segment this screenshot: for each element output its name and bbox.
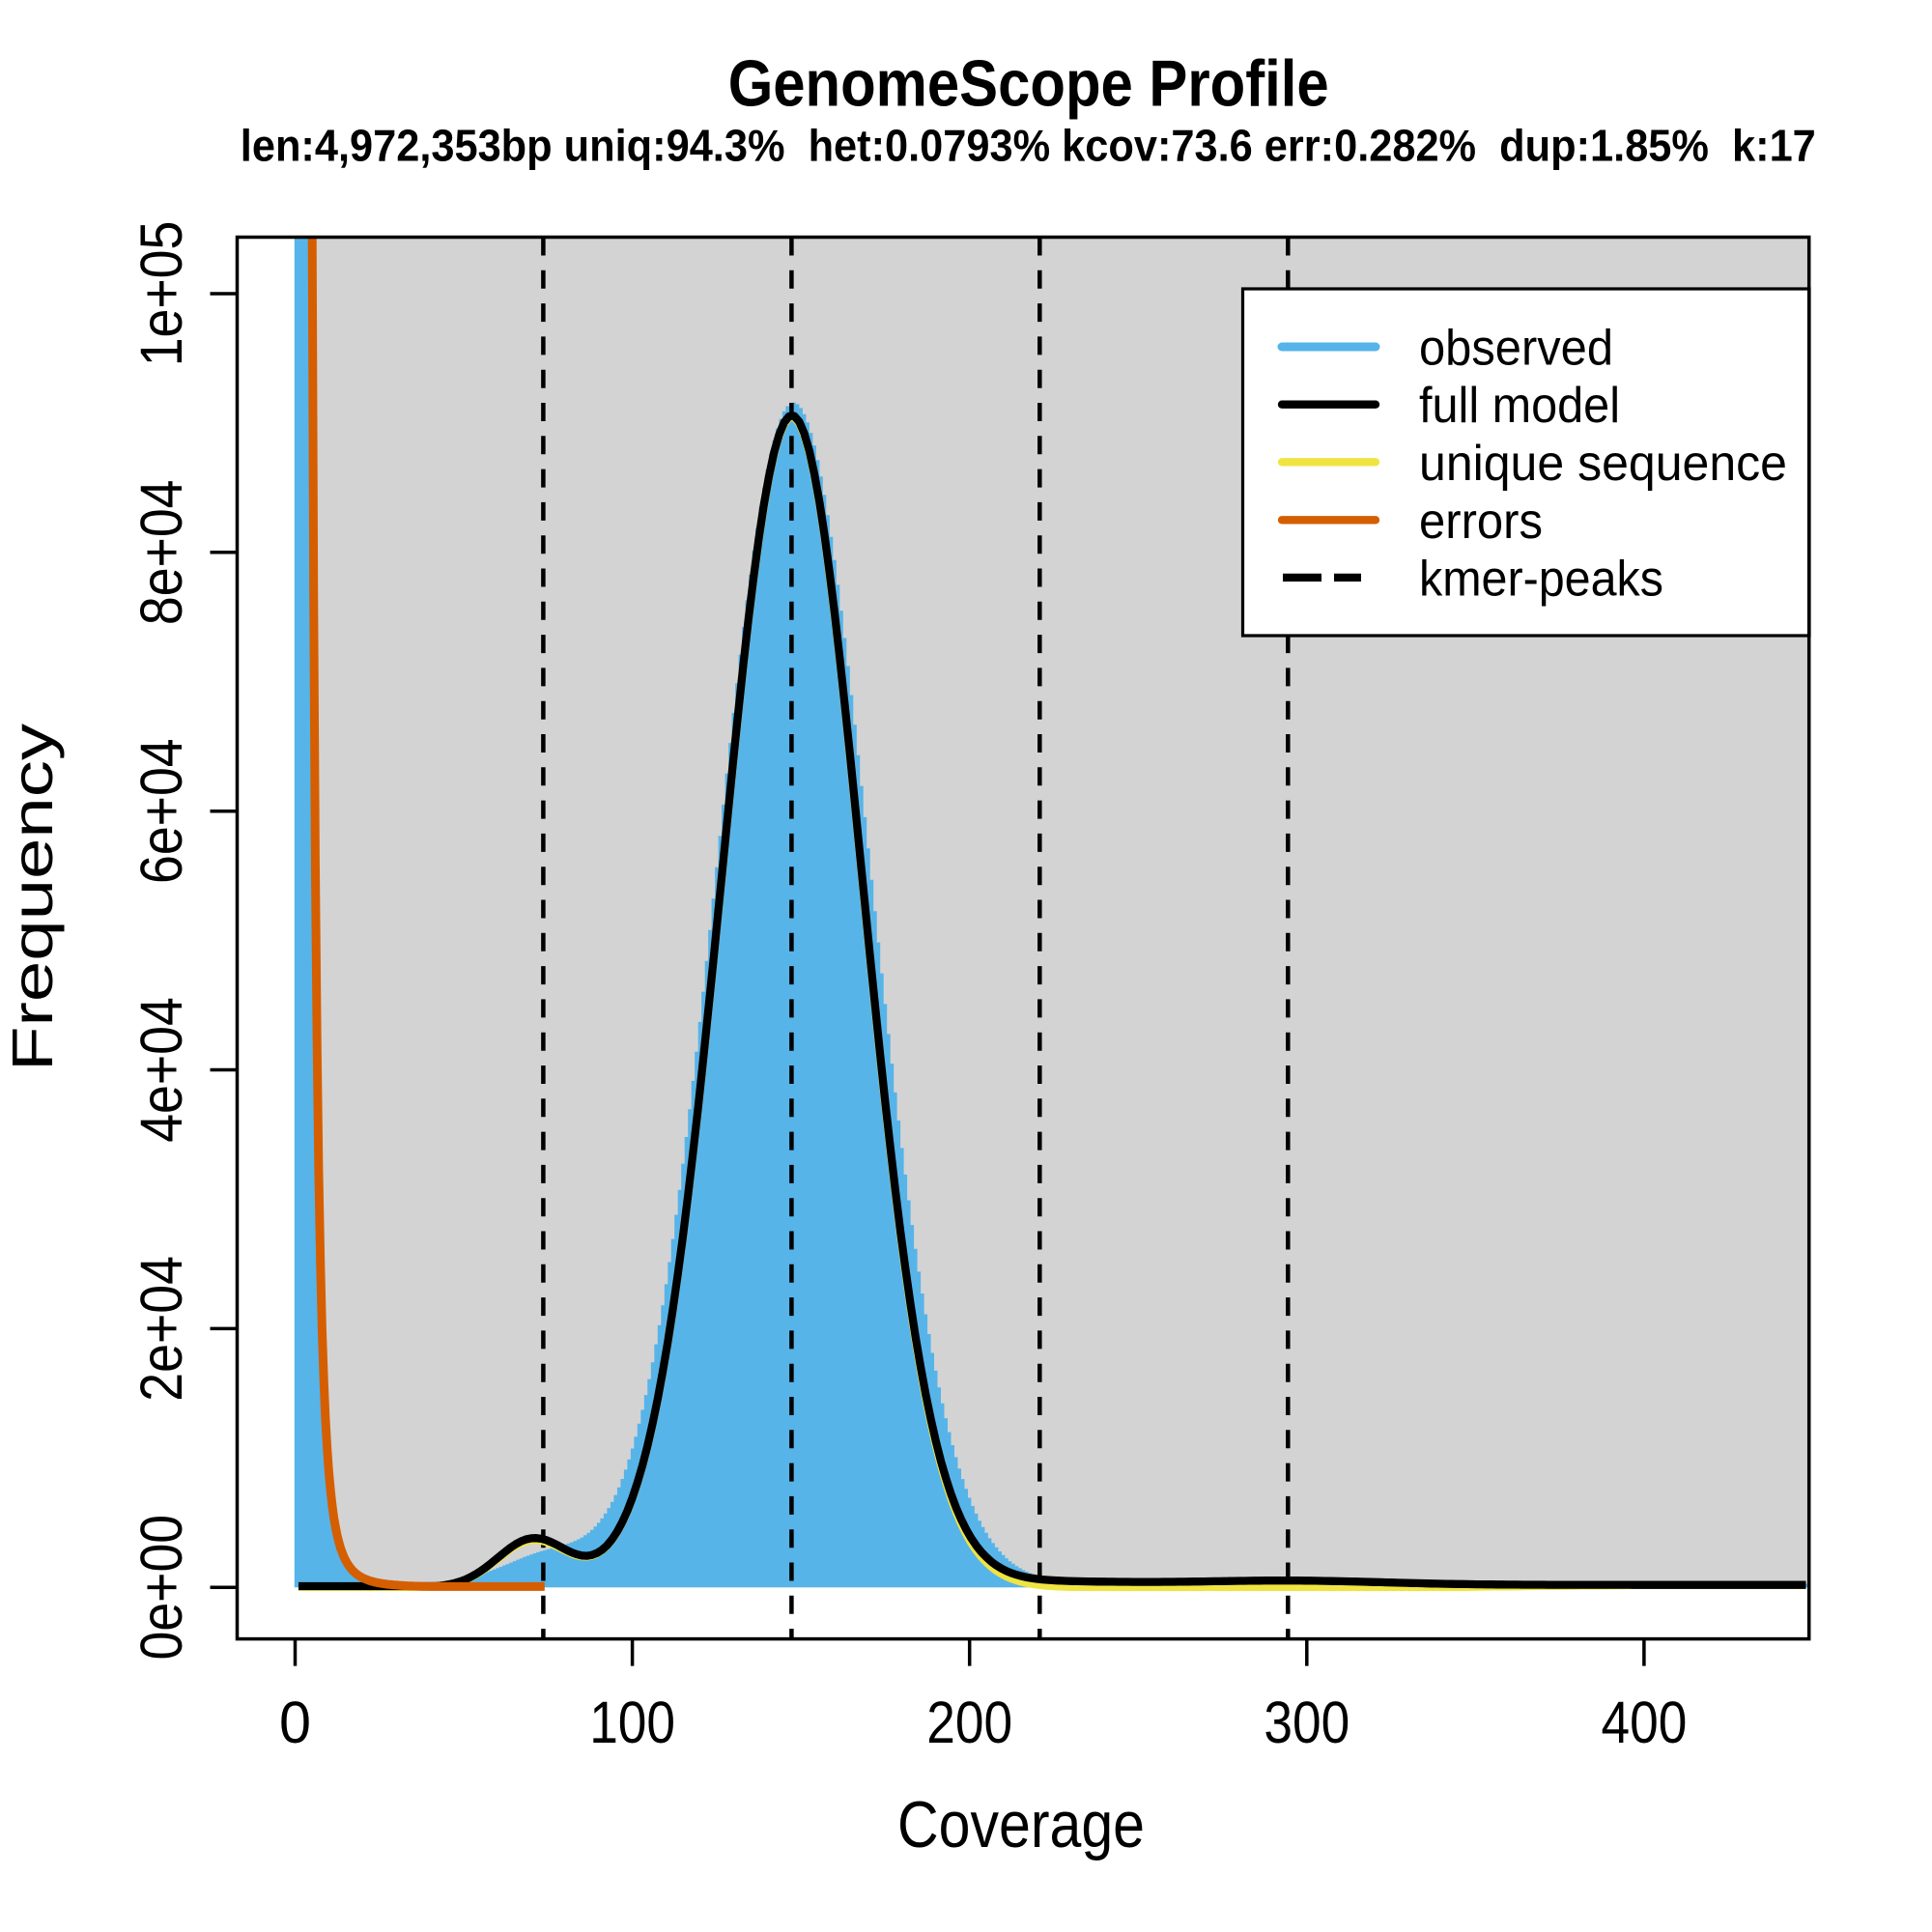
svg-text:8e+04: 8e+04 xyxy=(128,480,194,626)
svg-text:400: 400 xyxy=(1602,1690,1688,1755)
svg-text:unique sequence: unique sequence xyxy=(1419,436,1787,492)
svg-text:2e+04: 2e+04 xyxy=(128,1256,194,1402)
svg-text:0e+00: 0e+00 xyxy=(128,1515,194,1661)
svg-text:0: 0 xyxy=(279,1690,311,1755)
svg-text:6e+04: 6e+04 xyxy=(128,738,194,884)
svg-text:4e+04: 4e+04 xyxy=(128,997,194,1143)
svg-text:observed: observed xyxy=(1419,321,1613,377)
svg-text:100: 100 xyxy=(589,1690,675,1755)
svg-text:GenomeScope Profile: GenomeScope Profile xyxy=(728,47,1329,121)
svg-text:len:4,972,353bp uniq:94.3% he: len:4,972,353bp uniq:94.3% het:0.0793% k… xyxy=(241,121,1816,171)
svg-text:200: 200 xyxy=(926,1690,1012,1755)
svg-text:kmer-peaks: kmer-peaks xyxy=(1419,551,1663,607)
svg-text:300: 300 xyxy=(1264,1690,1350,1755)
svg-text:Coverage: Coverage xyxy=(897,1788,1145,1861)
svg-text:Frequency: Frequency xyxy=(0,723,65,1071)
svg-text:1e+05: 1e+05 xyxy=(128,221,194,367)
svg-text:errors: errors xyxy=(1419,494,1543,550)
svg-text:full model: full model xyxy=(1419,378,1620,434)
